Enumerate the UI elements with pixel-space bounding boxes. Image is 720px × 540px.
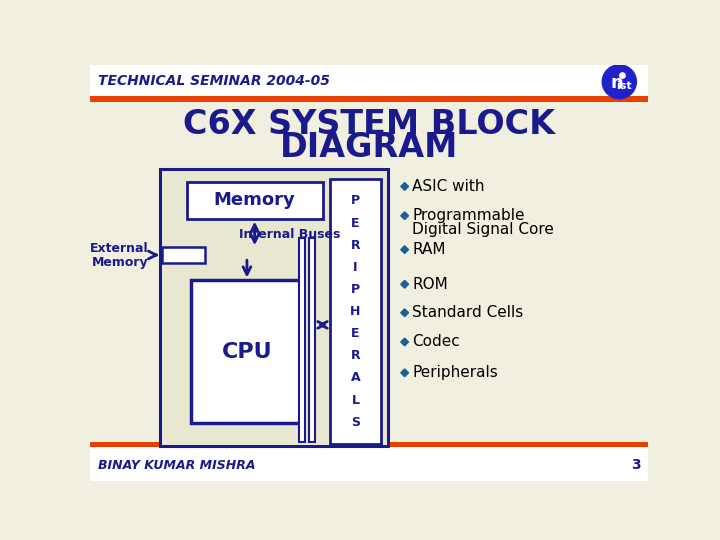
Bar xyxy=(191,280,303,423)
Bar xyxy=(160,168,388,446)
Bar xyxy=(187,182,323,219)
Text: ASIC with: ASIC with xyxy=(413,179,485,194)
Bar xyxy=(90,442,648,481)
Text: R: R xyxy=(351,239,360,252)
Text: Peripherals: Peripherals xyxy=(413,365,498,380)
Polygon shape xyxy=(401,309,408,316)
Bar xyxy=(300,238,305,442)
Bar xyxy=(90,65,648,97)
Text: ist: ist xyxy=(616,80,631,91)
Text: E: E xyxy=(351,327,360,340)
Polygon shape xyxy=(401,212,408,220)
Text: A: A xyxy=(351,372,360,384)
Text: TECHNICAL SEMINAR 2004-05: TECHNICAL SEMINAR 2004-05 xyxy=(98,74,330,88)
Polygon shape xyxy=(401,338,408,346)
Text: P: P xyxy=(351,194,360,207)
Bar xyxy=(330,179,381,444)
Text: S: S xyxy=(351,416,360,429)
Text: H: H xyxy=(350,305,361,318)
Text: CPU: CPU xyxy=(222,342,272,362)
Text: External: External xyxy=(90,242,149,255)
Text: Codec: Codec xyxy=(413,334,460,349)
Text: Standard Cells: Standard Cells xyxy=(413,305,523,320)
Text: Internal Buses: Internal Buses xyxy=(239,228,341,241)
Text: R: R xyxy=(351,349,360,362)
Text: C6X SYSTEM BLOCK: C6X SYSTEM BLOCK xyxy=(183,109,555,141)
Polygon shape xyxy=(401,280,408,288)
Circle shape xyxy=(602,65,636,99)
Text: ROM: ROM xyxy=(413,276,448,292)
Circle shape xyxy=(620,73,625,78)
Text: E: E xyxy=(351,217,360,230)
Text: Programmable: Programmable xyxy=(413,208,525,223)
Polygon shape xyxy=(401,183,408,190)
Text: P: P xyxy=(351,283,360,296)
Text: Digital Signal Core: Digital Signal Core xyxy=(413,222,554,237)
Text: RAM: RAM xyxy=(413,242,446,257)
Bar xyxy=(310,238,315,442)
Text: I: I xyxy=(354,261,358,274)
Text: Memory: Memory xyxy=(214,191,296,210)
Text: Memory: Memory xyxy=(92,256,149,269)
Text: L: L xyxy=(351,394,359,407)
Text: BINAY KUMAR MISHRA: BINAY KUMAR MISHRA xyxy=(98,458,256,472)
Polygon shape xyxy=(401,369,408,377)
Text: n: n xyxy=(611,75,624,92)
Polygon shape xyxy=(401,246,408,253)
Text: 3: 3 xyxy=(631,458,640,472)
Bar xyxy=(162,247,204,262)
Bar xyxy=(90,442,648,448)
Bar xyxy=(90,96,648,102)
Text: DIAGRAM: DIAGRAM xyxy=(280,131,458,165)
